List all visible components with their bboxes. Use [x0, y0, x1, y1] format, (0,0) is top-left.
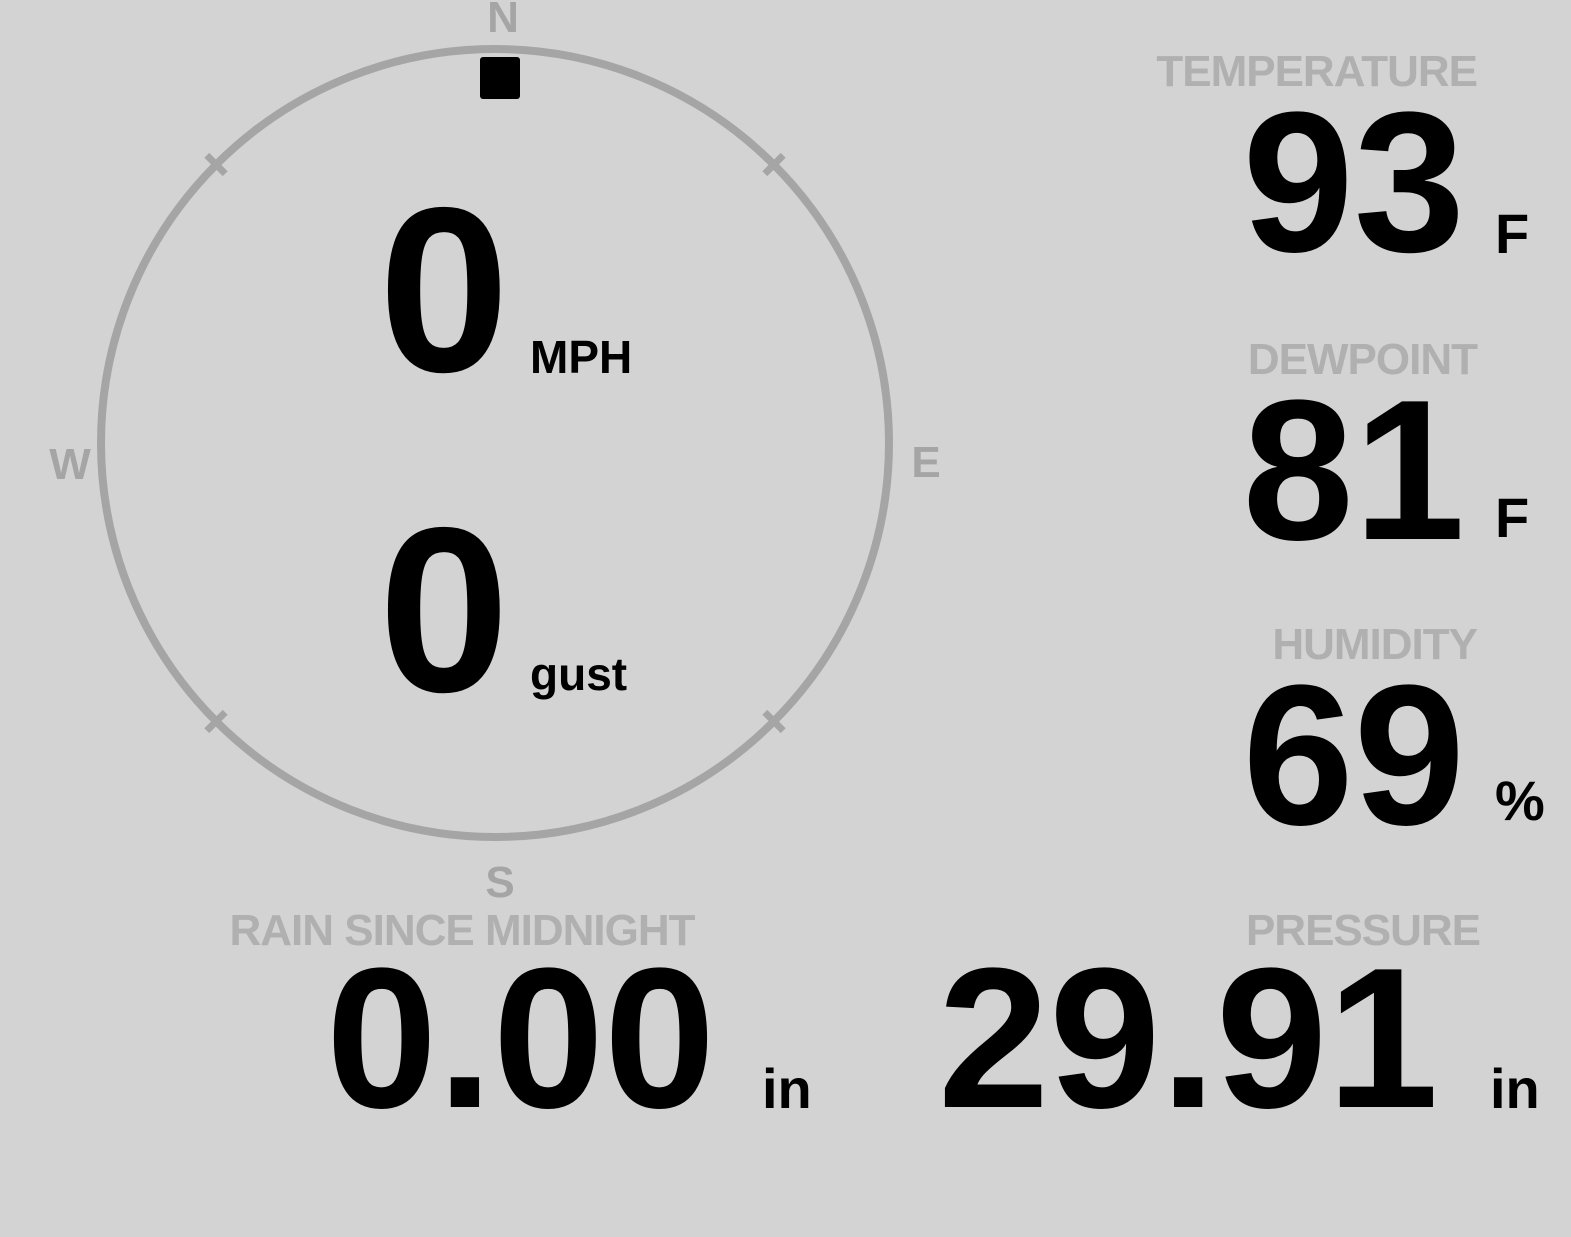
compass-label-east: E — [911, 438, 941, 487]
compass-label-south: S — [485, 858, 515, 907]
temperature-label: TEMPERATURE — [1156, 47, 1478, 96]
rain-value: 0.00 — [326, 927, 716, 1150]
temperature-unit: F — [1495, 202, 1530, 265]
compass-ring — [97, 45, 893, 841]
compass-label-west: W — [49, 440, 91, 489]
compass-label-north: N — [487, 0, 519, 42]
pressure-label: PRESSURE — [1245, 906, 1481, 955]
wind-gust-unit: gust — [530, 648, 628, 700]
humidity-label: HUMIDITY — [1272, 620, 1478, 669]
dewpoint-unit: F — [1495, 486, 1530, 549]
rain-unit: in — [762, 1057, 812, 1120]
rain-label: RAIN SINCE MIDNIGHT — [229, 906, 696, 955]
wind-speed-unit: MPH — [530, 331, 633, 383]
dewpoint-value: 81 — [1242, 359, 1465, 582]
wind-direction-marker-icon — [480, 57, 520, 99]
temperature-value: 93 — [1242, 71, 1465, 294]
dewpoint-label: DEWPOINT — [1247, 335, 1478, 384]
humidity-value: 69 — [1242, 644, 1465, 867]
pressure-value: 29.91 — [938, 927, 1439, 1150]
wind-gust-value: 0 — [378, 478, 510, 741]
wind-speed-value: 0 — [378, 158, 510, 421]
humidity-unit: % — [1495, 769, 1545, 832]
pressure-unit: in — [1490, 1057, 1540, 1120]
